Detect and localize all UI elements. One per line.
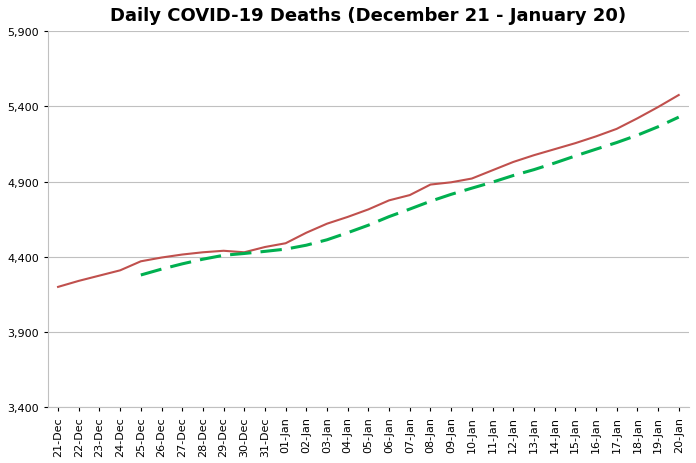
Title: Daily COVID-19 Deaths (December 21 - January 20): Daily COVID-19 Deaths (December 21 - Jan… xyxy=(111,7,626,25)
